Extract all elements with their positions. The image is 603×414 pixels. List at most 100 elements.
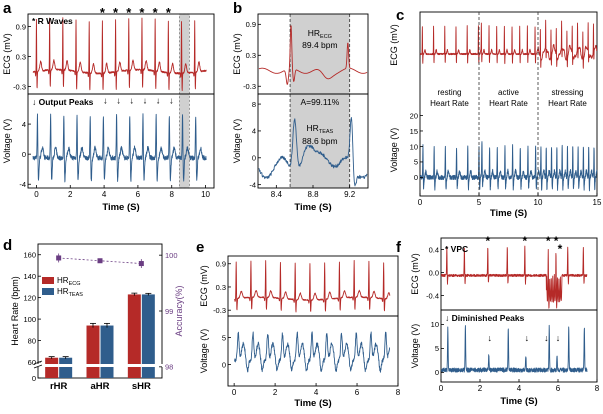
- ylabel-voltage-e: Voltage (V): [199, 329, 209, 374]
- vpc-star: *: [485, 234, 490, 248]
- y-tick-label: 0: [435, 368, 439, 377]
- xlabel-b: Time (S): [294, 202, 331, 213]
- legend-label: HRTEAS: [57, 287, 83, 298]
- y-tick-label: 10: [431, 320, 439, 329]
- panel-label-e: e: [196, 239, 204, 256]
- ecg-trace-b: [258, 25, 368, 85]
- y-tick-label: -4: [19, 180, 26, 189]
- ylabel-ecg-c: ECG (mV): [389, 24, 399, 66]
- x-tick-label: 8.8: [307, 190, 319, 199]
- y-tick-label: 100: [23, 315, 36, 324]
- segment-label-2: Heart Rate: [430, 99, 469, 108]
- x-tick-label: 6: [136, 190, 141, 199]
- y2-tick-label: 99: [165, 307, 173, 316]
- ylabel-voltage-f: Voltage (V): [410, 324, 420, 369]
- x-tick-label: 10: [534, 198, 543, 207]
- teas-trace-a: [32, 113, 207, 183]
- teas-trace-e: [234, 331, 391, 373]
- diminished-peak-arrow: ↓: [556, 333, 561, 343]
- y-tick-label: 10: [410, 142, 418, 151]
- vpc-star: *: [554, 234, 559, 248]
- panel-e-bottom-frame: [227, 315, 399, 387]
- highlight-span: [290, 14, 350, 188]
- x-tick-label: 0: [232, 388, 237, 397]
- axis-break: [34, 364, 166, 367]
- teas-trace-b: [258, 117, 368, 187]
- segment-label-2: Heart Rate: [489, 99, 528, 108]
- accuracy-text: A=99.11%: [300, 97, 339, 107]
- panel-label-b: b: [233, 0, 242, 17]
- y-tick-label: 0: [222, 360, 226, 369]
- panel-c-frame: [419, 11, 598, 197]
- hr-ecg-value: 89.4 bpm: [302, 40, 337, 50]
- y-tick-label: 0.3: [246, 51, 256, 60]
- r-wave-star: *: [113, 5, 119, 20]
- x-tick-label: 4: [517, 384, 522, 393]
- y-tick-label: 0.3: [16, 52, 26, 61]
- category-label: rHR: [50, 381, 68, 392]
- y-tick-label: 0.4: [429, 245, 439, 254]
- y-tick-label: 80: [28, 336, 36, 345]
- vpc-star: *: [523, 234, 528, 248]
- segment-label-1: active: [498, 88, 519, 97]
- accuracy-point: [97, 258, 103, 264]
- y-tick-label: 4: [252, 127, 256, 136]
- r-wave-star: *: [126, 5, 132, 20]
- y2-tick-label: 100: [165, 251, 178, 260]
- diminished-peak-arrow: ↓: [544, 333, 549, 343]
- legend-swatch: [42, 288, 54, 295]
- diminished-peak-arrow: ↓: [525, 333, 530, 343]
- category-label: aHR: [90, 381, 109, 392]
- panel-label-f: f: [396, 239, 402, 256]
- panel-a-bottom-frame: [27, 93, 215, 189]
- r-wave-star: *: [139, 5, 145, 20]
- bar-sHR-TEAS: [141, 294, 155, 378]
- panel-label-a: a: [3, 0, 12, 17]
- x-tick-label: 0: [34, 190, 39, 199]
- r-wave-star: *: [166, 5, 172, 20]
- bar-aHR-TEAS: [100, 325, 114, 378]
- xlabel-c: Time (S): [490, 208, 527, 219]
- y2-tick-label: 98: [165, 363, 173, 372]
- segment-label-2: Heart Rate: [548, 99, 587, 108]
- y-tick-label: 60: [28, 358, 36, 367]
- ylabel-ecg-a: ECG (mV): [2, 33, 12, 75]
- ylabel-ecg-e: ECG (mV): [199, 265, 209, 307]
- y-tick-label: 5: [435, 344, 439, 353]
- legend-r-waves: * R Waves: [32, 16, 73, 26]
- y-tick-label: 8: [252, 100, 256, 109]
- x-tick-label: 15: [593, 198, 602, 207]
- r-wave-star: *: [153, 5, 159, 20]
- axis-break-mark: [33, 364, 43, 369]
- x-tick-label: 6: [355, 388, 360, 397]
- ylabel-accuracy: Accuracy(%): [174, 285, 184, 336]
- ecg-trace-f: [440, 245, 588, 309]
- hr-ecg-sub: ECG: [320, 34, 332, 40]
- x-tick-label: 0: [418, 198, 423, 207]
- segment-label-1: resting: [437, 88, 461, 97]
- x-tick-label: 8.4: [271, 190, 283, 199]
- ylabel-ecg-f: ECG (mV): [410, 253, 420, 295]
- x-tick-label: 6: [556, 384, 561, 393]
- y-tick-label: 0.3: [216, 283, 226, 292]
- xlabel-a: Time (S): [102, 202, 139, 213]
- x-tick-label: 4: [314, 388, 319, 397]
- x-tick-label: 2: [68, 190, 73, 199]
- teas-trace-c: [419, 141, 598, 192]
- ylabel-ecg-b: ECG (mV): [232, 33, 242, 75]
- legend-vpc: * VPC: [445, 244, 468, 254]
- y-tick-label: 0.9: [246, 20, 256, 29]
- y-tick-label: 160: [23, 251, 36, 260]
- xlabel-f: Time (S): [500, 396, 537, 407]
- y-tick-label: 140: [23, 272, 36, 281]
- accuracy-point: [138, 261, 144, 267]
- legend-diminished-peaks: ↓ Diminished Peaks: [445, 313, 525, 323]
- y-tick-label: 0: [252, 154, 256, 163]
- category-label: sHR: [132, 381, 151, 392]
- bar-aHR-ECG: [86, 325, 100, 378]
- output-peak-arrow: ↓: [130, 95, 135, 105]
- x-tick-label: 10: [201, 190, 210, 199]
- legend-output-peaks: ↓ Output Peaks: [32, 97, 94, 107]
- legend-swatch: [42, 277, 54, 284]
